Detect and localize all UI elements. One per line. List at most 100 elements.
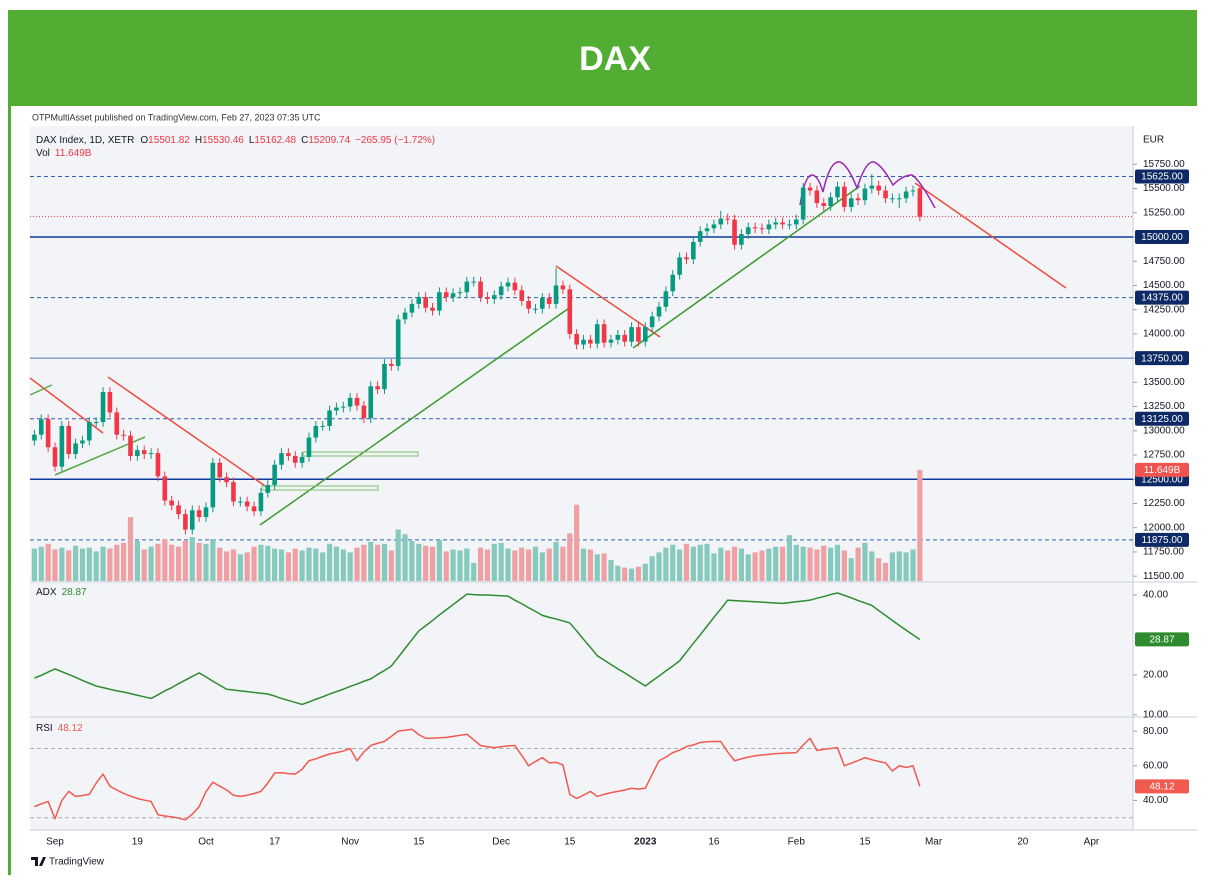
volume-bar: [553, 541, 559, 581]
candle-body: [66, 425, 72, 455]
volume-bar: [169, 544, 175, 581]
volume-bar: [704, 543, 710, 581]
trend-line: [914, 182, 1067, 289]
levels: [30, 175, 1133, 541]
volume-bar: [272, 548, 278, 581]
volume-bar: [477, 547, 484, 581]
legend-change: −265.95 (−1.72%): [355, 135, 435, 146]
y-tick-label: 15750.00: [1143, 159, 1185, 170]
candle-body: [430, 307, 435, 311]
candle-body: [491, 295, 497, 300]
level-badge-box: [1135, 169, 1189, 184]
candle-body: [574, 333, 579, 345]
adx-legend: ADX 28.87: [36, 587, 87, 598]
candle-body: [93, 422, 99, 424]
volume-bar: [519, 547, 525, 581]
volume-bar: [862, 542, 868, 581]
y-tick-label: 14000.00: [1143, 329, 1185, 340]
legend-c: C: [301, 135, 308, 146]
y-tick-label: 13500.00: [1143, 377, 1185, 388]
volume-bar: [416, 543, 422, 581]
candle-body: [45, 419, 51, 448]
x-tick-label: Feb: [788, 837, 806, 848]
x-tick-label: Apr: [1084, 837, 1100, 848]
volume-bar: [567, 533, 573, 581]
volume-bar: [512, 550, 518, 581]
candle-body: [292, 456, 298, 463]
candle-body: [759, 228, 765, 230]
candle-body: [251, 506, 257, 512]
trend-line: [259, 305, 573, 526]
volume-bar: [79, 548, 86, 581]
x-tick-label: 2023: [634, 837, 657, 848]
currency: EUR: [1143, 135, 1164, 146]
axes: 11500.00 11750.00 12000.00 12250.00 12500.00…: [46, 159, 1189, 848]
volume-bar: [532, 546, 539, 581]
candle-body: [52, 447, 58, 467]
y-tick-label: 13000.00: [1143, 425, 1185, 436]
candle-body: [629, 327, 634, 342]
candle-body: [890, 198, 895, 200]
volume-bar: [86, 547, 92, 581]
volume-bar: [121, 542, 127, 581]
candle-body: [128, 435, 133, 457]
candle-body: [443, 292, 449, 298]
candle-body: [684, 257, 689, 260]
value-badge-box: [1135, 632, 1189, 647]
candle-body: [917, 188, 923, 217]
x-tick-label: Sep: [46, 837, 64, 848]
volume-bar: [903, 552, 909, 581]
candle-body: [739, 234, 744, 245]
price-legend: DAX Index, 1D, XETR O15501.82 H15530.46 L15…: [36, 135, 435, 146]
volume-bar: [52, 549, 58, 581]
volume-bar: [443, 551, 449, 581]
volume-bar: [402, 534, 408, 581]
volume-badge-box: [1135, 462, 1189, 477]
candle-body: [903, 191, 909, 199]
level-badge-box: [1135, 230, 1189, 245]
candle-body: [148, 453, 154, 455]
candle-body: [649, 316, 655, 328]
candle-body: [409, 303, 415, 313]
legend-vol: Vol: [36, 148, 50, 159]
candle-body: [642, 327, 648, 342]
candle-body: [794, 219, 799, 225]
candle-body: [80, 440, 85, 444]
candle-body: [265, 485, 271, 493]
header-band: [8, 10, 1197, 106]
volume-bar: [834, 544, 841, 581]
volume-bar: [917, 469, 923, 581]
y-tick-label: 80.00: [1143, 726, 1168, 737]
volume-bar: [429, 546, 436, 581]
volume-bar: [423, 545, 429, 581]
candle-body: [560, 285, 566, 290]
candle-body: [196, 510, 202, 518]
legend-name: DAX Index, 1D, XETR: [36, 135, 134, 146]
candle-body: [183, 514, 188, 530]
volume-bar: [498, 542, 504, 581]
candle-body: [395, 319, 401, 366]
volume-bar: [718, 547, 724, 581]
x-tick-label: 17: [269, 837, 281, 848]
y-tick-label: 11500.00: [1143, 571, 1184, 582]
trend-line: [555, 265, 661, 338]
candle-body: [258, 492, 264, 512]
candle-body: [821, 203, 827, 207]
volume-bar: [223, 551, 230, 581]
candle-body: [855, 198, 861, 201]
candle-body: [416, 297, 422, 304]
volume-bar: [361, 544, 367, 581]
y-tick-label: 11750.00: [1143, 547, 1184, 558]
candle-body: [876, 185, 881, 191]
volume-badge-text: 11.649B: [1144, 465, 1181, 476]
x-tick-label: 16: [708, 837, 720, 848]
volume-bar: [560, 546, 566, 581]
level-badge-text: 15625.00: [1141, 172, 1183, 183]
volume-bar: [354, 547, 360, 581]
candle-body: [450, 293, 456, 298]
volume: [31, 469, 923, 581]
candle-body: [711, 224, 717, 229]
volume-bar: [580, 548, 587, 581]
candle-body: [361, 405, 367, 419]
